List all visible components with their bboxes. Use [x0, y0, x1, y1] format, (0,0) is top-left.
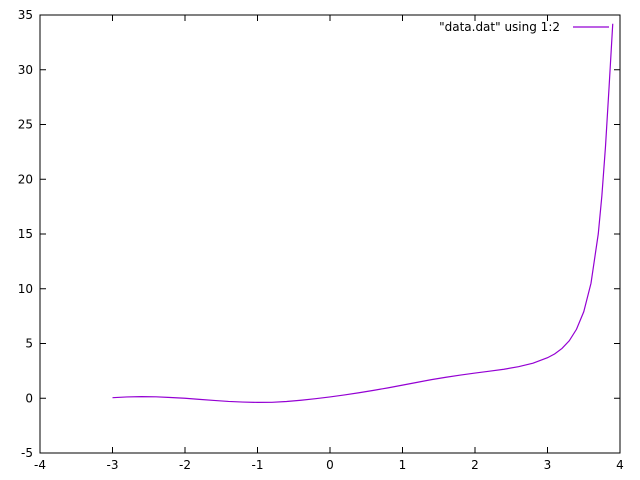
y-tick-label: 25: [18, 118, 33, 132]
x-tick-label: 2: [471, 458, 479, 472]
x-tick-label: 3: [544, 458, 552, 472]
y-tick-label: 30: [18, 63, 33, 77]
y-tick-label: 10: [18, 282, 33, 296]
y-tick-label: 0: [25, 391, 33, 405]
y-tick-label: -5: [21, 446, 33, 460]
legend: "data.dat" using 1:2: [439, 20, 609, 34]
x-tick-label: -2: [179, 458, 191, 472]
series-line: [112, 23, 614, 404]
x-tick-label: -4: [34, 458, 46, 472]
y-tick-label: 5: [25, 337, 33, 351]
plot-area: [39, 14, 621, 454]
axis-ticks: [39, 14, 621, 454]
x-tick-label: 1: [399, 458, 407, 472]
legend-label: "data.dat" using 1:2: [439, 20, 560, 34]
x-tick-label: 4: [616, 458, 624, 472]
plot-frame: [39, 14, 621, 454]
axis-tick-labels: -4 -3 -2 -1 0 1 2 3 4 -5 0 5 10 15 20 25 30 35: [18, 8, 624, 472]
x-tick-label: -1: [252, 458, 264, 472]
x-tick-label: -3: [107, 458, 119, 472]
y-tick-label: 15: [18, 227, 33, 241]
series-group: [112, 23, 614, 404]
y-tick-label: 20: [18, 172, 33, 186]
y-tick-label: 35: [18, 8, 33, 22]
x-tick-label: 0: [326, 458, 334, 472]
